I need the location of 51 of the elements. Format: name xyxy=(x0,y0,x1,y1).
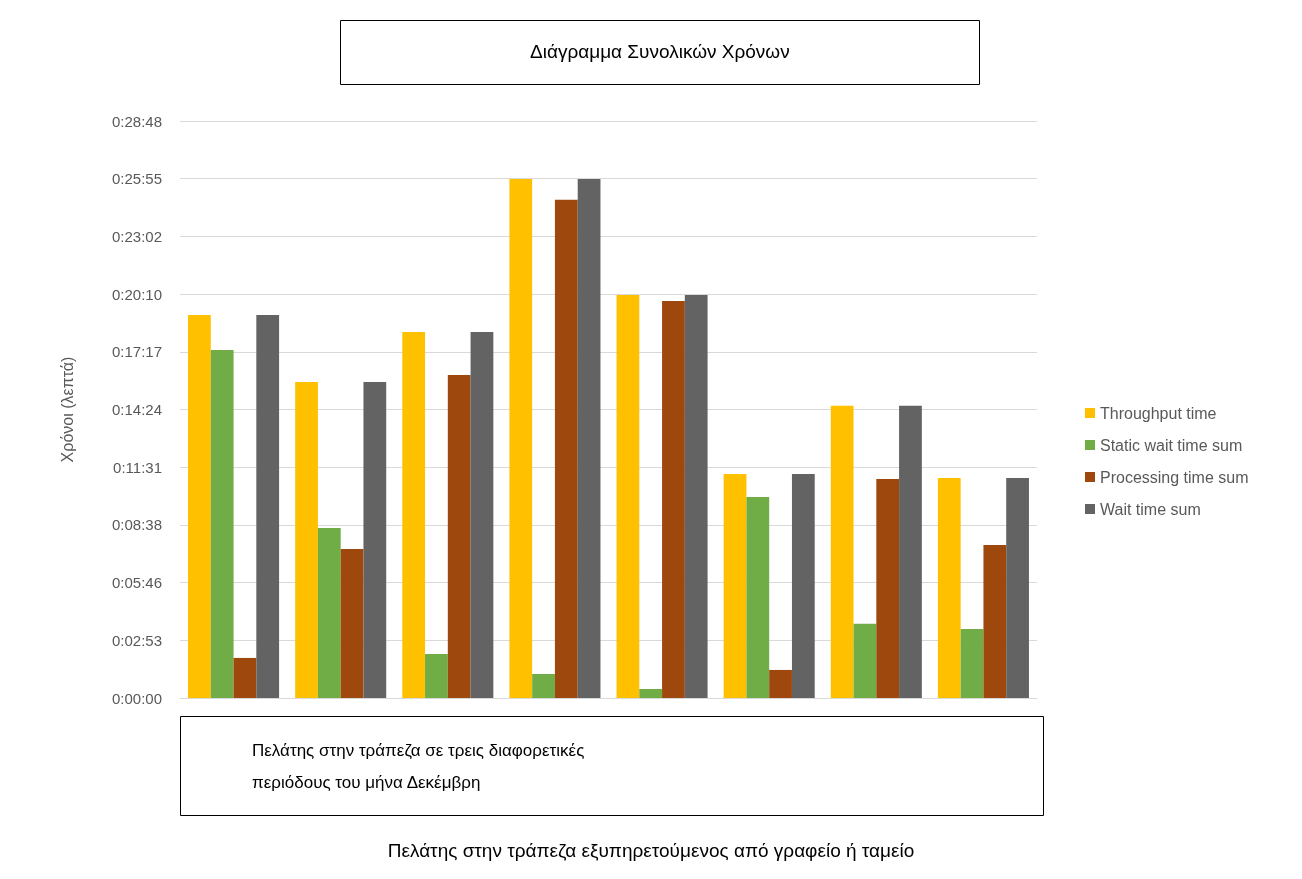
bar xyxy=(960,628,984,698)
bar xyxy=(577,179,601,698)
bar xyxy=(639,688,663,698)
bar xyxy=(876,478,900,698)
bar xyxy=(1006,477,1029,698)
y-tick-label: 0:08:38 xyxy=(111,516,162,534)
bar xyxy=(853,623,877,698)
bar xyxy=(723,473,747,698)
legend-label: Throughput time xyxy=(1100,404,1217,422)
y-tick-label: 0:00:00 xyxy=(111,689,162,707)
bar xyxy=(402,332,426,698)
bar xyxy=(791,473,815,698)
bar xyxy=(937,477,961,698)
legend-label: Processing time sum xyxy=(1100,468,1249,486)
bar xyxy=(684,294,708,698)
bar xyxy=(210,350,234,698)
text: Πελάτης στην τράπεζα εξυπηρετούμενος από γραφείο ή ταμείο xyxy=(387,840,915,861)
bar xyxy=(769,669,792,698)
y-tick-label: 0:25:55 xyxy=(111,170,162,188)
bar xyxy=(554,199,578,698)
bar xyxy=(447,375,471,698)
y-tick-label: 0:02:53 xyxy=(111,631,162,649)
bar xyxy=(532,673,555,698)
y-tick-label: 0:05:46 xyxy=(111,574,162,592)
bar xyxy=(830,405,854,698)
bar xyxy=(509,179,533,698)
bar xyxy=(662,300,685,698)
chart-title: Διάγραμμα Συνολικών Χρόνων xyxy=(530,41,790,62)
bar xyxy=(256,315,280,698)
bar xyxy=(363,382,387,698)
y-tick-label: 0:17:17 xyxy=(111,343,162,361)
y-tick-label: 0:20:10 xyxy=(111,285,162,303)
y-tick-label: 0:14:24 xyxy=(111,401,162,418)
bar xyxy=(425,653,448,698)
legend-label: Static wait time sum xyxy=(1100,436,1243,454)
y-axis-title: Χρόνοι (λεπτά) xyxy=(58,356,76,463)
y-tick-label: 0:23:02 xyxy=(111,227,162,245)
y-tick-label: 0:11:31 xyxy=(113,458,162,476)
bar xyxy=(233,657,257,698)
bar xyxy=(616,294,640,698)
bar xyxy=(746,496,770,698)
y-tick-label: 0:28:48 xyxy=(111,112,162,130)
bar xyxy=(188,315,211,698)
bar xyxy=(317,528,341,698)
bar xyxy=(983,545,1007,698)
x-axis-title: Πελάτης στην τράπεζα σε τρεις διαφορετικές περιόδους του μήνα Δεκέμβρη xyxy=(252,740,590,792)
bar xyxy=(470,332,494,698)
bar xyxy=(340,549,364,698)
bar xyxy=(899,405,922,698)
legend-label: Wait time sum xyxy=(1100,500,1201,518)
bar xyxy=(295,382,318,698)
